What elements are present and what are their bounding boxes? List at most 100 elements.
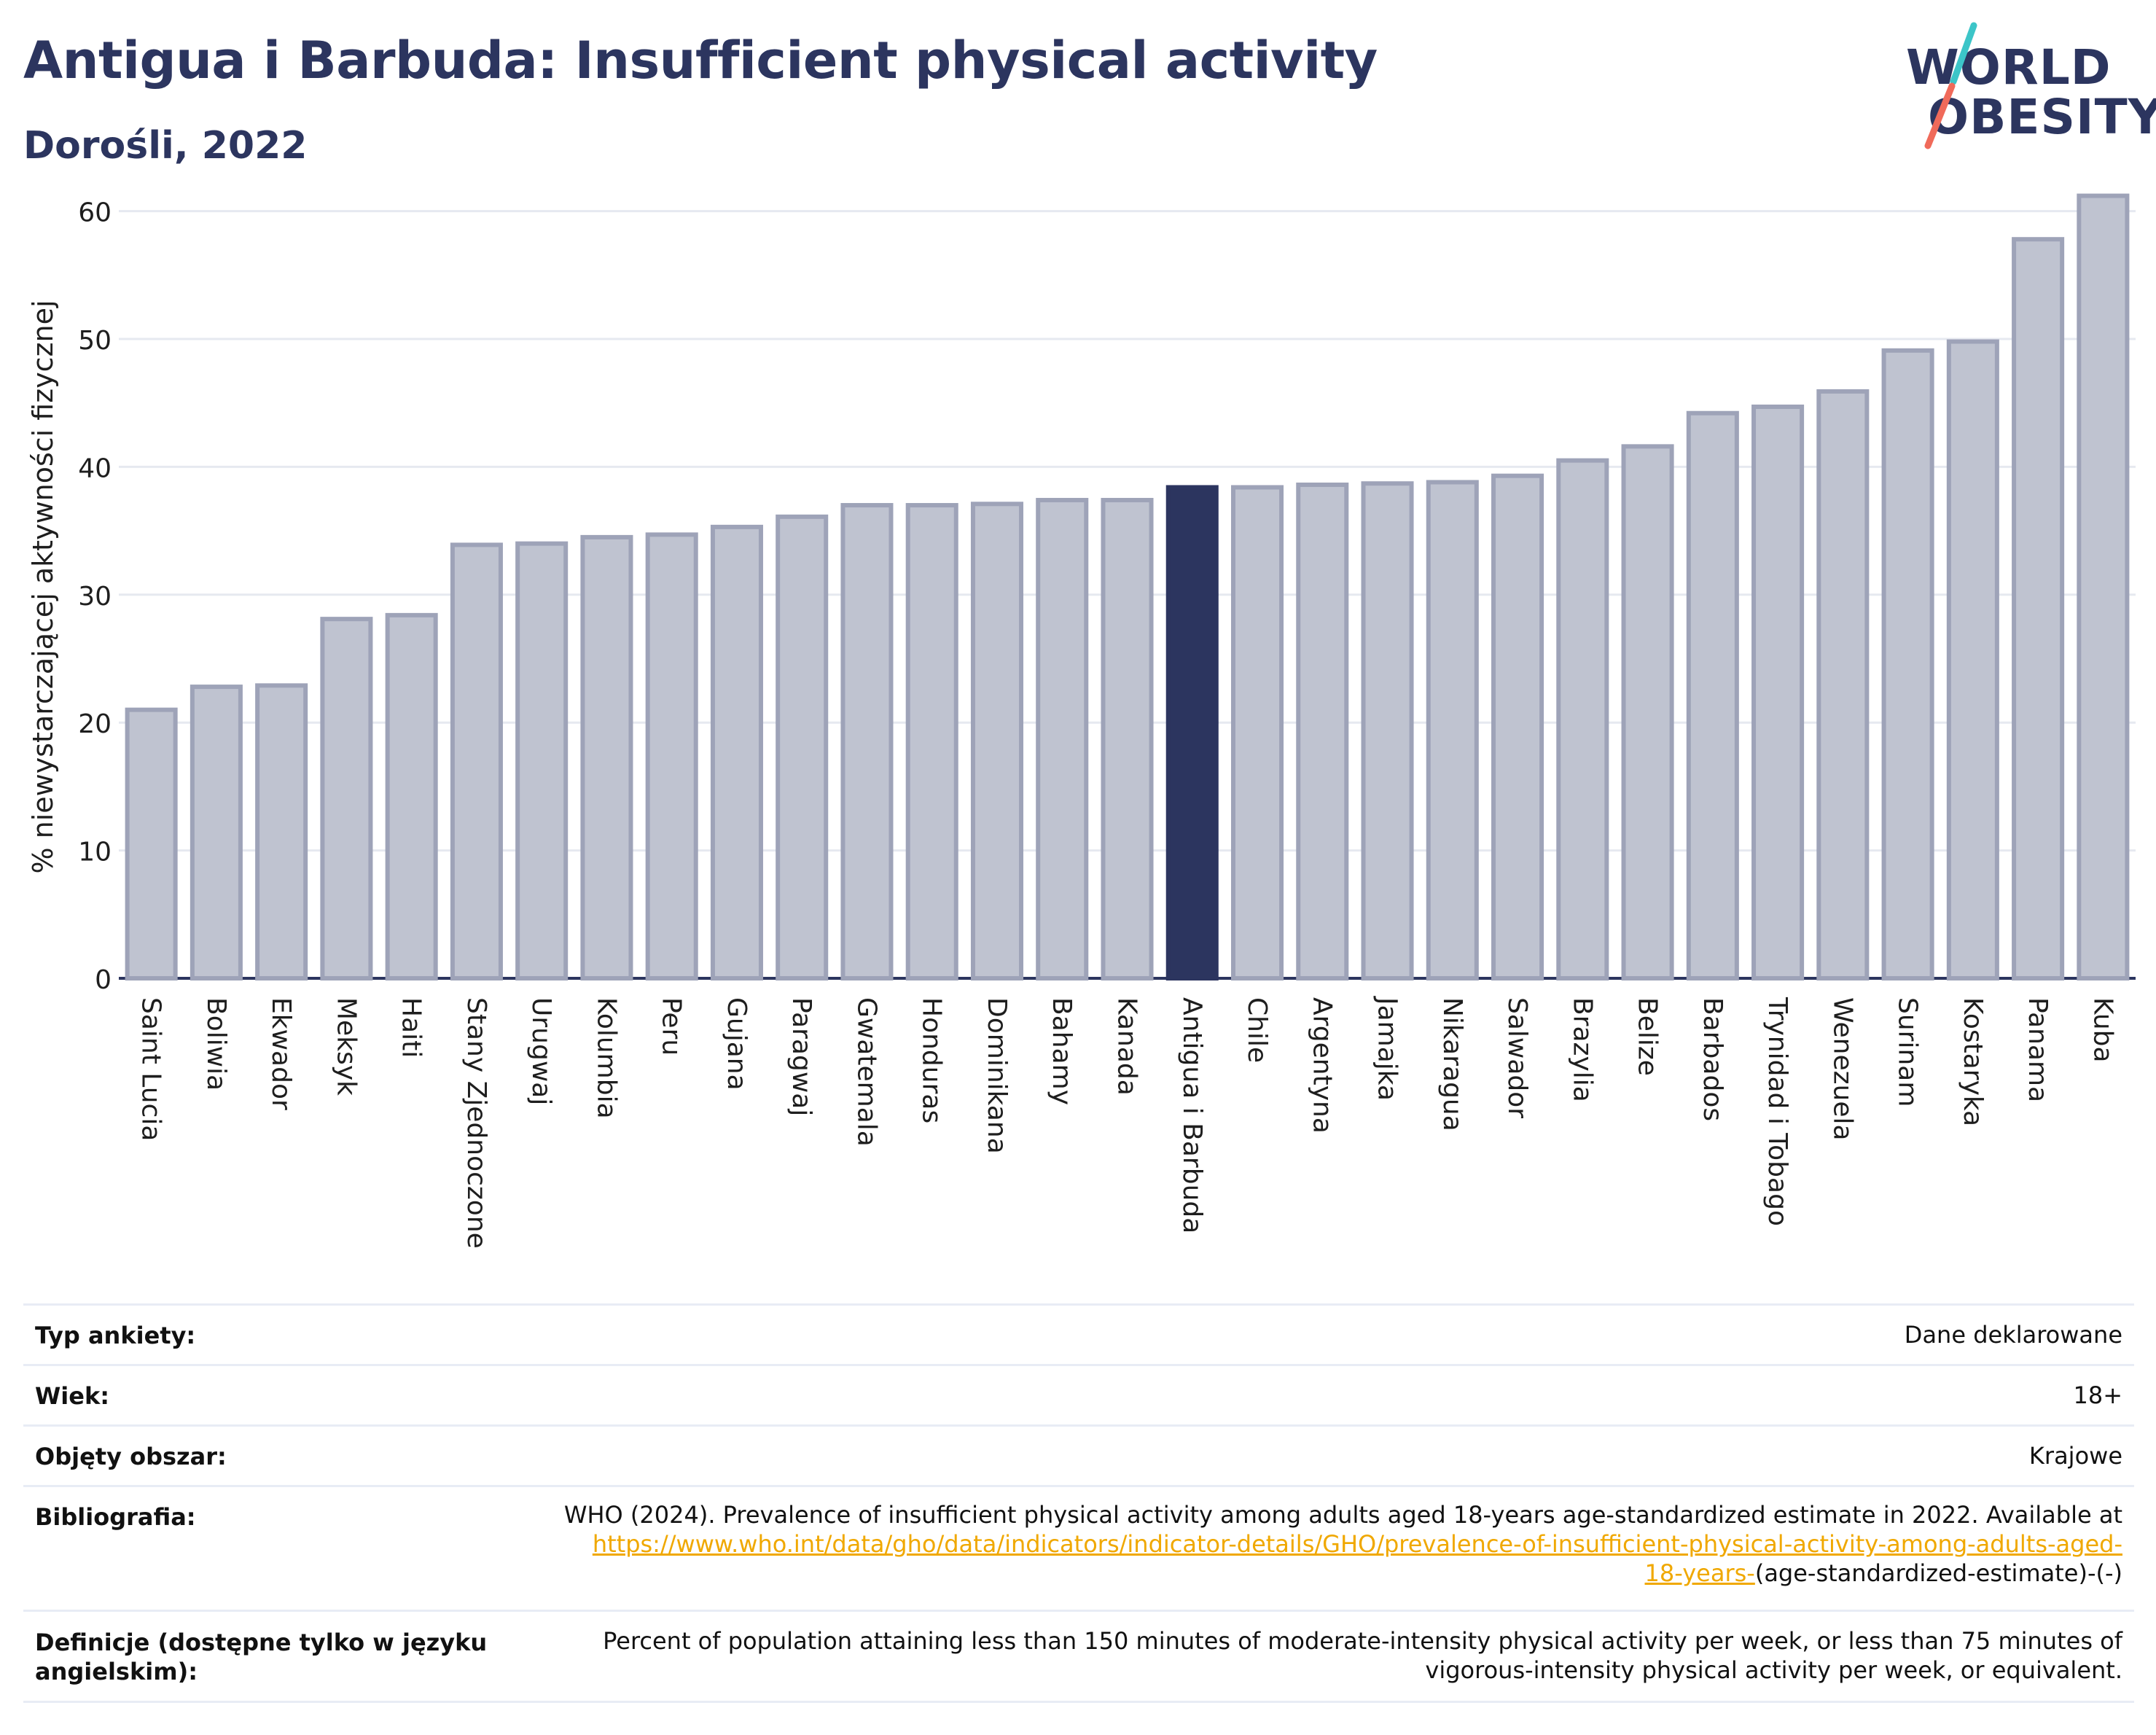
- x-tick-label: Meksyk: [331, 997, 361, 1096]
- y-tick-label: 40: [78, 453, 112, 483]
- definitions-text-line-2: vigorous-intensity physical activity per…: [1425, 1656, 2122, 1684]
- bar: [1621, 444, 1674, 980]
- bar: [1361, 481, 1414, 980]
- info-table: Typ ankiety: Dane deklarowane Wiek: 18+ …: [23, 1303, 2134, 1703]
- x-tick-label: Paragwaj: [786, 997, 816, 1116]
- bar: [1881, 348, 1934, 980]
- survey-type-label: Typ ankiety:: [35, 1322, 196, 1349]
- x-tick-label: Ekwador: [266, 997, 296, 1110]
- x-tick-label: Brazylia: [1567, 997, 1597, 1102]
- bar: [125, 707, 178, 981]
- area-value: Krajowe: [2028, 1442, 2122, 1470]
- y-tick-label: 30: [78, 582, 112, 612]
- x-tick-label: Salwador: [1502, 997, 1532, 1118]
- bar: [1556, 458, 1609, 980]
- bar: [776, 514, 829, 980]
- x-tick-label: Belize: [1633, 997, 1663, 1076]
- y-tick-label: 60: [78, 198, 112, 228]
- y-tick-label: 10: [78, 838, 112, 868]
- info-row-area: Objęty obszar: Krajowe: [23, 1424, 2134, 1485]
- bar: [1426, 480, 1479, 980]
- x-tick-label: Jamajka: [1372, 996, 1402, 1101]
- bar: [1816, 389, 1870, 980]
- bar: [320, 617, 373, 981]
- page-title: Antigua i Barbuda: Insufficient physical…: [23, 31, 1378, 90]
- bar: [1491, 473, 1544, 980]
- x-tick-label: Stany Zjednoczone: [461, 997, 491, 1249]
- info-row-definitions: Definicje (dostępne tylko w języku angie…: [23, 1610, 2134, 1703]
- page-subtitle: Dorośli, 2022: [23, 124, 308, 168]
- x-tick-label: Antigua i Barbuda: [1177, 997, 1207, 1233]
- x-tick-label: Panama: [2023, 997, 2053, 1102]
- x-tick-label: Haiti: [397, 997, 426, 1058]
- x-tick-label: Saint Lucia: [136, 997, 166, 1141]
- area-label: Objęty obszar:: [35, 1443, 227, 1470]
- info-row-bibliography: Bibliografia: WHO (2024). Prevalence of …: [23, 1485, 2134, 1610]
- y-tick-label: 20: [78, 709, 112, 739]
- definitions-label: Definicje (dostępne tylko w języku angie…: [35, 1628, 487, 1686]
- bars: [125, 193, 2130, 981]
- age-value: 18+: [2073, 1381, 2122, 1409]
- bar: [2077, 193, 2130, 981]
- bibliography-tail: (age-standardized-estimate)-(-): [1754, 1559, 2122, 1587]
- bar: [1686, 410, 1739, 980]
- info-row-survey-type: Typ ankiety: Dane deklarowane: [23, 1303, 2134, 1364]
- x-tick-label: Wenezuela: [1827, 997, 1857, 1141]
- bar-chart: 0 10 20 30 40 50 60 Saint Lucia Boliwia Ekwador M…: [27, 193, 2136, 1249]
- bar: [2012, 237, 2065, 980]
- x-tick-label: Barbados: [1698, 997, 1727, 1121]
- x-tick-label: Boliwia: [201, 997, 231, 1091]
- y-tick-label: 0: [95, 965, 112, 995]
- bar: [1296, 482, 1349, 980]
- x-tick-label: Kuba: [2087, 997, 2117, 1063]
- bar-highlighted: [1165, 485, 1219, 980]
- bar: [1101, 498, 1154, 980]
- world-obesity-logo: WORLD OBESITY: [1895, 22, 2156, 153]
- definitions-label-line-2: angielskim):: [35, 1658, 198, 1685]
- x-tick-label: Chile: [1242, 997, 1272, 1063]
- bar: [190, 685, 243, 980]
- x-tick-label: Honduras: [917, 997, 947, 1123]
- bibliography-link[interactable]: https://www.who.int/data/gho/data/indica…: [592, 1530, 2122, 1558]
- age-label: Wiek:: [35, 1382, 110, 1410]
- bibliography-text: WHO (2024). Prevalence of insufficient p…: [563, 1501, 2122, 1529]
- bar: [515, 541, 569, 980]
- x-tick-labels: Saint Lucia Boliwia Ekwador Meksyk Haiti Stan…: [136, 996, 2118, 1249]
- bar: [1036, 498, 1089, 980]
- bibliography-value: WHO (2024). Prevalence of insufficient p…: [519, 1500, 2122, 1588]
- x-tick-label: Kolumbia: [591, 997, 621, 1119]
- bibliography-label: Bibliografia:: [35, 1503, 196, 1531]
- bar: [580, 534, 633, 980]
- y-axis-label: % niewystarczającej aktywności fizycznej: [27, 300, 59, 873]
- definitions-label-line-1: Definicje (dostępne tylko w języku: [35, 1629, 488, 1656]
- bar: [905, 503, 958, 980]
- survey-type-value: Dane deklarowane: [1904, 1321, 2122, 1349]
- logo-slash-icon: [1924, 22, 1977, 149]
- info-row-age: Wiek: 18+: [23, 1364, 2134, 1424]
- bar: [645, 532, 698, 980]
- definitions-text-line-1: Percent of population attaining less tha…: [603, 1627, 2122, 1655]
- bar: [1230, 485, 1284, 980]
- x-tick-label: Kanada: [1112, 997, 1142, 1096]
- bar: [385, 612, 438, 980]
- x-tick-label: Urugwaj: [526, 997, 556, 1105]
- definitions-value: Percent of population attaining less tha…: [519, 1626, 2122, 1685]
- x-tick-label: Dominikana: [982, 997, 1012, 1154]
- bar: [970, 502, 1024, 980]
- bar: [1946, 339, 1999, 980]
- x-tick-label: Surinam: [1893, 997, 1923, 1107]
- x-tick-label: Gwatemala: [851, 997, 881, 1147]
- logo-line-world: WORLD: [1906, 39, 2112, 95]
- bibliography-link-continued[interactable]: 18-years-: [1644, 1559, 1755, 1587]
- logo-line-obesity: OBESITY: [1928, 89, 2156, 145]
- x-tick-label: Kostaryka: [1958, 997, 1988, 1126]
- bar: [710, 524, 763, 980]
- bar: [450, 542, 503, 980]
- y-tick-label: 50: [78, 326, 112, 356]
- bar: [1751, 404, 1805, 980]
- x-tick-label: Nikaragua: [1437, 997, 1467, 1131]
- bar: [255, 683, 308, 980]
- x-tick-label: Argentyna: [1307, 997, 1337, 1134]
- x-tick-label: Peru: [657, 997, 687, 1056]
- x-tick-label: Trynidad i Tobago: [1762, 997, 1792, 1226]
